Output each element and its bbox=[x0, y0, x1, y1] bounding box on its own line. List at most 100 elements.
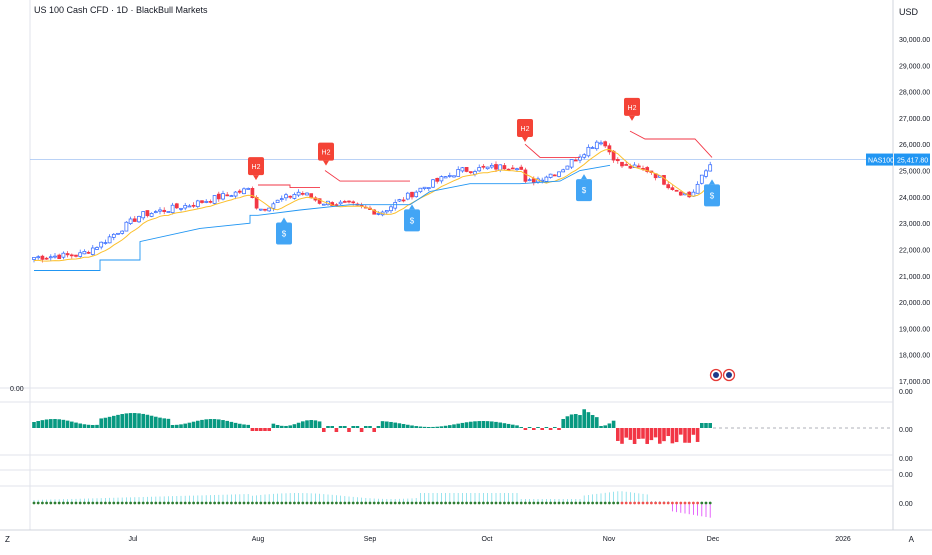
candle[interactable] bbox=[527, 179, 532, 182]
candle[interactable] bbox=[523, 169, 528, 182]
candle[interactable] bbox=[200, 200, 204, 203]
candle[interactable] bbox=[271, 203, 276, 209]
auto-scale-button[interactable]: A bbox=[908, 535, 914, 544]
candle[interactable] bbox=[498, 164, 503, 171]
candle[interactable] bbox=[389, 206, 393, 212]
candle[interactable] bbox=[338, 201, 343, 205]
candle[interactable] bbox=[666, 184, 671, 189]
candle[interactable] bbox=[565, 165, 570, 170]
candle[interactable] bbox=[636, 165, 641, 168]
candle[interactable] bbox=[468, 171, 473, 174]
buy-signal-tag[interactable] bbox=[276, 222, 292, 245]
candle[interactable] bbox=[44, 257, 49, 260]
candle[interactable] bbox=[69, 254, 74, 257]
candle[interactable] bbox=[334, 204, 339, 206]
candle[interactable] bbox=[645, 167, 650, 172]
candle[interactable] bbox=[237, 190, 242, 193]
candle[interactable] bbox=[292, 194, 297, 199]
candle[interactable] bbox=[615, 159, 620, 162]
candle[interactable] bbox=[116, 232, 120, 235]
candle[interactable] bbox=[53, 255, 57, 258]
candle[interactable] bbox=[183, 205, 188, 209]
candle[interactable] bbox=[103, 242, 108, 244]
candle[interactable] bbox=[347, 200, 351, 203]
buy-signal-tag[interactable] bbox=[704, 184, 720, 207]
sell-signal-tag[interactable] bbox=[318, 142, 334, 161]
candle[interactable] bbox=[561, 169, 566, 173]
candle[interactable] bbox=[225, 194, 230, 197]
candle[interactable] bbox=[212, 195, 217, 204]
candle[interactable] bbox=[573, 159, 578, 162]
candle[interactable] bbox=[86, 251, 91, 254]
candle[interactable] bbox=[57, 254, 62, 260]
candle[interactable] bbox=[284, 194, 288, 199]
candle[interactable] bbox=[481, 165, 486, 168]
candle[interactable] bbox=[132, 218, 137, 222]
candle[interactable] bbox=[569, 159, 574, 168]
candle[interactable] bbox=[74, 254, 78, 257]
candle[interactable] bbox=[267, 207, 272, 212]
sell-signal-tag[interactable] bbox=[248, 157, 264, 176]
candle[interactable] bbox=[187, 205, 192, 208]
candle[interactable] bbox=[229, 195, 234, 197]
candle[interactable] bbox=[61, 252, 66, 258]
candle[interactable] bbox=[149, 213, 154, 217]
candle[interactable] bbox=[418, 187, 423, 193]
candle[interactable] bbox=[158, 209, 162, 212]
candle[interactable] bbox=[120, 230, 125, 234]
candle[interactable] bbox=[586, 146, 591, 157]
candle[interactable] bbox=[456, 169, 461, 177]
candle[interactable] bbox=[674, 189, 679, 192]
candle[interactable] bbox=[515, 168, 519, 171]
candle[interactable] bbox=[40, 255, 45, 260]
candle[interactable] bbox=[305, 192, 309, 196]
candle[interactable] bbox=[250, 188, 255, 199]
candle[interactable] bbox=[628, 165, 633, 169]
candle[interactable] bbox=[519, 166, 524, 170]
candle[interactable] bbox=[678, 191, 683, 196]
candle[interactable] bbox=[431, 179, 435, 188]
candle[interactable] bbox=[443, 176, 448, 179]
candle[interactable] bbox=[233, 191, 238, 197]
candle[interactable] bbox=[410, 191, 414, 198]
candle[interactable] bbox=[204, 201, 209, 203]
candle[interactable] bbox=[485, 166, 490, 170]
candle[interactable] bbox=[107, 236, 112, 244]
candle[interactable] bbox=[708, 164, 713, 172]
candle[interactable] bbox=[90, 247, 95, 255]
candle[interactable] bbox=[460, 167, 465, 172]
candle[interactable] bbox=[275, 199, 280, 203]
candle[interactable] bbox=[397, 199, 402, 202]
candle[interactable] bbox=[288, 195, 293, 198]
candle[interactable] bbox=[599, 142, 603, 145]
candle[interactable] bbox=[699, 174, 704, 184]
candle[interactable] bbox=[393, 202, 398, 209]
candle[interactable] bbox=[624, 164, 629, 166]
candle[interactable] bbox=[78, 252, 83, 257]
candle[interactable] bbox=[544, 176, 549, 182]
candle[interactable] bbox=[603, 141, 608, 147]
candle[interactable] bbox=[607, 145, 612, 153]
candle[interactable] bbox=[590, 147, 595, 149]
candle[interactable] bbox=[174, 203, 179, 209]
candle[interactable] bbox=[662, 175, 666, 185]
candle[interactable] bbox=[447, 175, 452, 177]
candle[interactable] bbox=[342, 201, 347, 203]
candle[interactable] bbox=[552, 174, 557, 177]
candle[interactable] bbox=[246, 188, 251, 190]
candle[interactable] bbox=[279, 198, 284, 200]
candle[interactable] bbox=[531, 178, 536, 184]
candle[interactable] bbox=[557, 171, 561, 177]
candle[interactable] bbox=[128, 218, 133, 224]
candle[interactable] bbox=[405, 192, 410, 200]
candle[interactable] bbox=[124, 221, 129, 232]
candle[interactable] bbox=[141, 211, 146, 219]
candle[interactable] bbox=[351, 201, 356, 204]
candle[interactable] bbox=[439, 176, 444, 182]
candle[interactable] bbox=[548, 173, 553, 178]
candle[interactable] bbox=[620, 161, 624, 167]
candle[interactable] bbox=[137, 216, 141, 223]
candle[interactable] bbox=[695, 183, 700, 194]
candle[interactable] bbox=[372, 209, 377, 215]
